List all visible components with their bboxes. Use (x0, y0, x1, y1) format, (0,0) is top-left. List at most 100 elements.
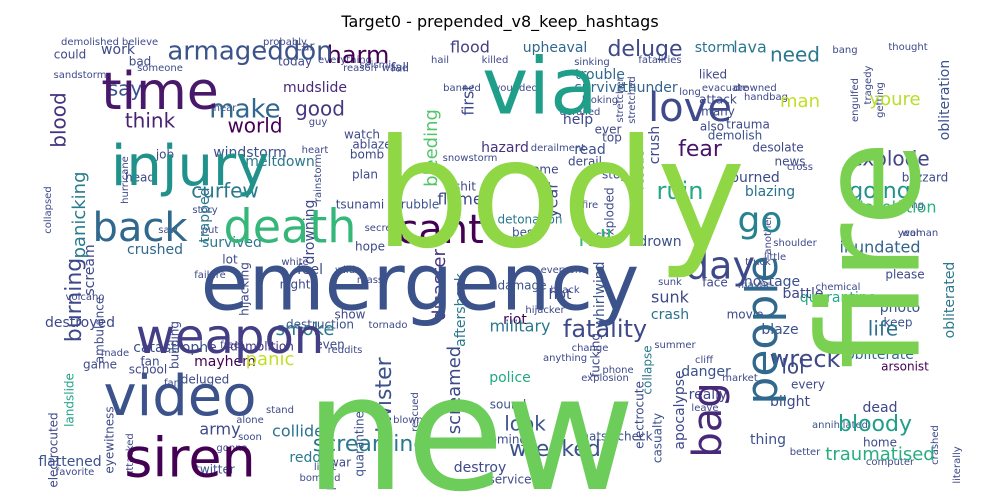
word-plan: plan (352, 168, 378, 182)
word-stretcher: stretcher (615, 77, 626, 123)
word-engulfed: engulfed (850, 78, 861, 122)
word-ruin: ruin (657, 177, 704, 205)
word-burned: burned (730, 170, 780, 186)
word-fatalities: fatalities (638, 55, 681, 66)
word-new: new (305, 340, 636, 500)
word-show: show (334, 308, 365, 322)
word-collide: collide (272, 422, 324, 441)
word-made: made (101, 348, 129, 359)
word-blown: blown (393, 415, 423, 426)
word-evacuate: evacuate (702, 83, 748, 94)
word-death: death (224, 200, 357, 254)
word-heart: heart (302, 145, 329, 156)
word-full: full (578, 227, 612, 252)
word-trouble: trouble (575, 67, 625, 83)
word-bleeding: bleeding (421, 109, 442, 187)
word-secret: secret (365, 223, 396, 234)
chart-title: Target0 - prepended_v8_keep_hashtags (341, 12, 659, 31)
word-fan: fan (164, 378, 180, 389)
word-survived: survived (202, 235, 262, 251)
word-bomb: bomb (350, 148, 384, 162)
word-body: body (375, 108, 746, 282)
word-thought: thought (888, 42, 927, 53)
word-banned: banned (443, 83, 481, 94)
word-long: long (679, 87, 701, 98)
word-weapon: weapon (136, 309, 324, 365)
word-sunk: sunk (651, 288, 690, 307)
word-shit: shit (454, 180, 476, 194)
word-drowning: drowning (302, 200, 318, 265)
word-obliteration: obliteration (937, 60, 953, 141)
word-bombed: bombed (299, 473, 340, 484)
word-destroy: destroy (454, 460, 507, 476)
word-need: need (770, 43, 820, 67)
word-detonation: detonation (498, 213, 563, 227)
word-fucking: fucking (589, 333, 603, 377)
word-tornado: tornado (369, 320, 408, 331)
word-phone: phone (602, 365, 633, 376)
word-siren: siren (124, 427, 256, 490)
word-top: top (602, 131, 622, 145)
word-look: look (504, 412, 546, 436)
word-derailed: derailed (560, 107, 601, 118)
word-explosion: explosion (581, 373, 629, 384)
word-snowstorm: snowstorm (443, 153, 498, 164)
word-riot: riot (503, 312, 527, 328)
word-eyewitness: eyewitness (103, 406, 117, 473)
word-little: little (764, 252, 786, 263)
word-mass: mass (357, 275, 383, 286)
word-hot: hot (549, 287, 572, 303)
word-every: every (791, 378, 825, 392)
word-sandstorm: sandstorm (54, 70, 107, 81)
word-tragedy: tragedy (863, 65, 874, 104)
word-twitter: twitter (195, 463, 235, 477)
word-rainstorm: rainstorm (313, 154, 324, 202)
word-fire: fire (790, 141, 953, 370)
word-damage: damage (497, 279, 546, 293)
word-desolate: desolate (752, 141, 803, 155)
word-guy: guy (309, 117, 328, 128)
word-fire: fire (582, 200, 598, 211)
word-lol: lol (781, 355, 804, 379)
word-video: video (104, 364, 257, 429)
word-cant: cant (396, 207, 484, 253)
word-panic: panic (246, 349, 295, 370)
word-crush: crush (647, 126, 663, 165)
word-another: another (763, 215, 774, 255)
word-soon: soon (238, 432, 262, 443)
word-thing: thing (750, 432, 786, 448)
word-head: head (125, 171, 155, 185)
word-truck: truck (745, 257, 771, 268)
word-injury: injury (111, 134, 269, 199)
word-inundated: inundated (839, 238, 920, 257)
word-quarantined: quarantined (353, 403, 367, 476)
word-drowned: drowned (733, 83, 776, 94)
word-job: job (155, 148, 174, 162)
word-killed: killed (482, 55, 509, 66)
word-today: today (278, 55, 312, 69)
word-obliterated: obliterated (942, 262, 958, 339)
word-light: light (314, 462, 336, 473)
word-bang: bang (832, 45, 857, 56)
word-drown: drown (638, 234, 681, 250)
word-upheaval: upheaval (523, 40, 588, 56)
word-cross: cross (787, 162, 813, 173)
word-windstorm: windstorm (213, 145, 287, 161)
word-landslide: landslide (63, 373, 77, 427)
word-bloody: bloody (838, 412, 912, 437)
word-wave: wave (382, 63, 408, 74)
word-could: could (54, 48, 87, 62)
word-probably: probably (263, 37, 307, 48)
word-literally: literally (952, 446, 963, 483)
word-destruction: destruction (286, 318, 354, 332)
word-electrocuted: electrocuted (47, 412, 61, 487)
word-say: say (108, 77, 143, 101)
word-blaze: blaze (761, 322, 798, 338)
word-looking: looking (582, 95, 618, 106)
word-world: world (227, 114, 282, 138)
word-curfew: curfew (191, 179, 259, 203)
word-deluged: deluged (181, 373, 230, 387)
word-annihilated: annihilated (812, 420, 868, 431)
word-woman: woman (902, 228, 939, 239)
